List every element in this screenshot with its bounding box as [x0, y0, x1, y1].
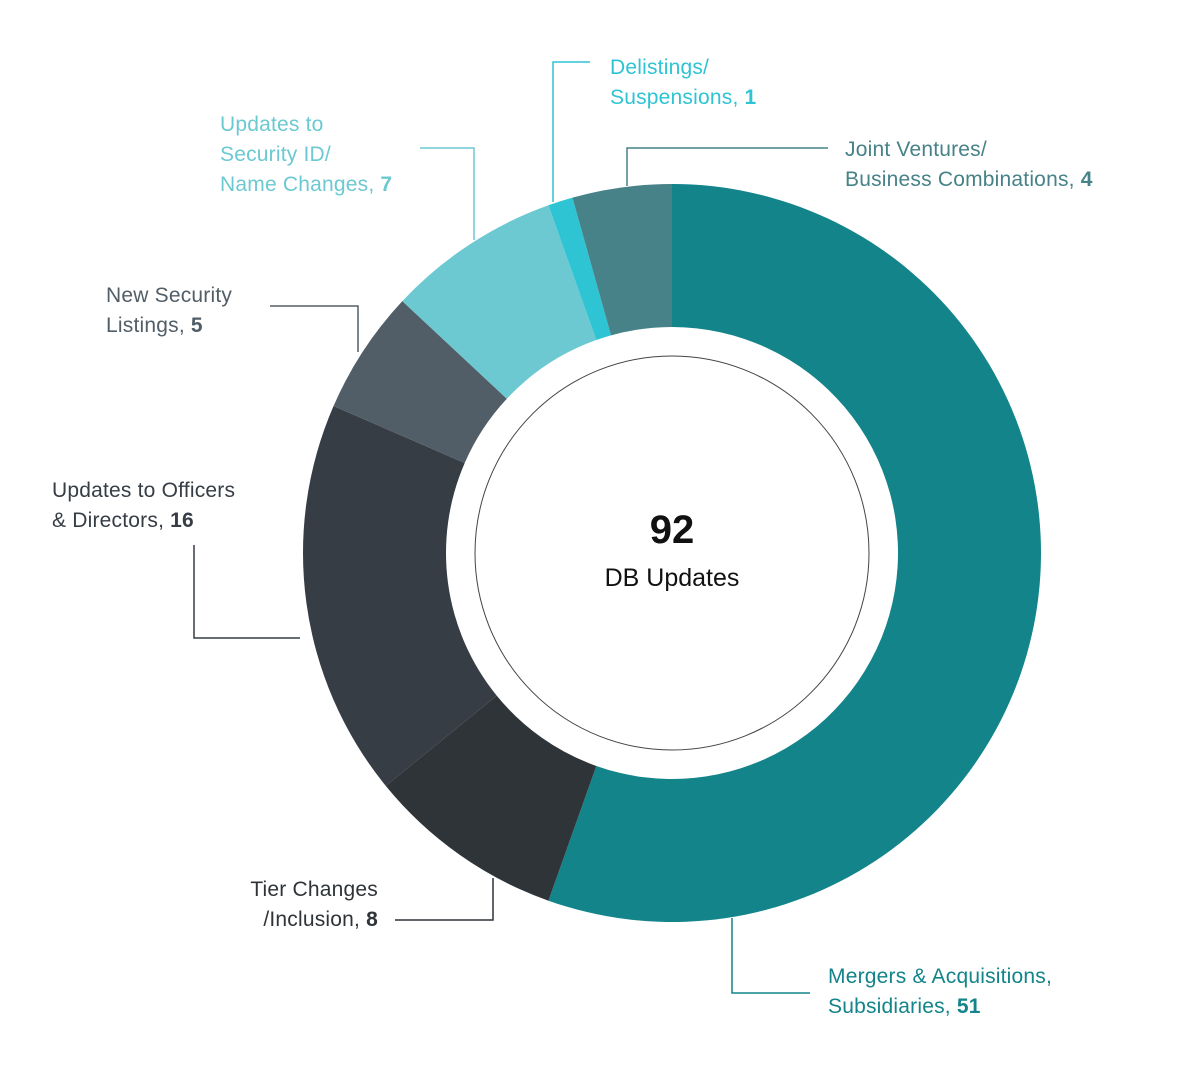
separator: ,	[1068, 168, 1081, 191]
center-circle	[474, 355, 870, 751]
category-name: Delistings/ Suspensions	[610, 56, 733, 109]
category-name: Mergers & Acquisitions, Subsidiaries	[828, 965, 1053, 1018]
leader-line	[420, 147, 475, 240]
leader-line	[270, 305, 359, 352]
leader-line	[193, 545, 300, 639]
category-name: Joint Ventures/ Business Combinations	[845, 138, 1069, 191]
separator: ,	[354, 908, 367, 931]
segment-label: Delistings/ Suspensions, 1	[610, 53, 756, 113]
category-name: Updates to Officers & Directors	[52, 479, 236, 532]
donut-segment	[402, 205, 597, 399]
center-label: DB Updates	[604, 564, 740, 592]
category-name: New Security Listings	[106, 284, 233, 337]
separator: ,	[944, 995, 957, 1018]
value-label: 5	[190, 314, 203, 337]
separator: ,	[158, 509, 171, 532]
separator: ,	[732, 86, 745, 109]
donut-segment	[385, 695, 597, 901]
category-name: Tier Changes /Inclusion	[250, 878, 378, 931]
donut-segment	[548, 184, 1041, 922]
segment-label: Tier Changes /Inclusion, 8	[250, 875, 378, 935]
donut-segment	[548, 197, 612, 341]
leader-line	[552, 61, 590, 202]
segment-label: Updates to Security ID/ Name Changes, 7	[220, 110, 392, 200]
donut-segment	[302, 405, 497, 786]
leader-line	[731, 918, 810, 994]
leader-line	[626, 147, 828, 186]
leader-line	[395, 878, 494, 921]
separator: ,	[368, 173, 381, 196]
value-label: 1	[744, 86, 757, 109]
value-label: 8	[366, 908, 378, 931]
segment-label: Joint Ventures/ Business Combinations, 4	[845, 135, 1093, 195]
donut-segment	[572, 184, 672, 336]
donut-segment	[333, 301, 507, 463]
center-value: 92	[649, 508, 695, 552]
segment-label: New Security Listings, 5	[106, 281, 232, 341]
segment-label: Updates to Officers & Directors, 16	[52, 476, 235, 536]
value-label: 16	[170, 509, 194, 532]
category-name: Updates to Security ID/ Name Changes	[220, 113, 369, 196]
separator: ,	[178, 314, 191, 337]
value-label: 4	[1080, 168, 1093, 191]
value-label: 51	[956, 995, 981, 1018]
value-label: 7	[380, 173, 393, 196]
segment-label: Mergers & Acquisitions, Subsidiaries, 51	[828, 962, 1052, 1022]
